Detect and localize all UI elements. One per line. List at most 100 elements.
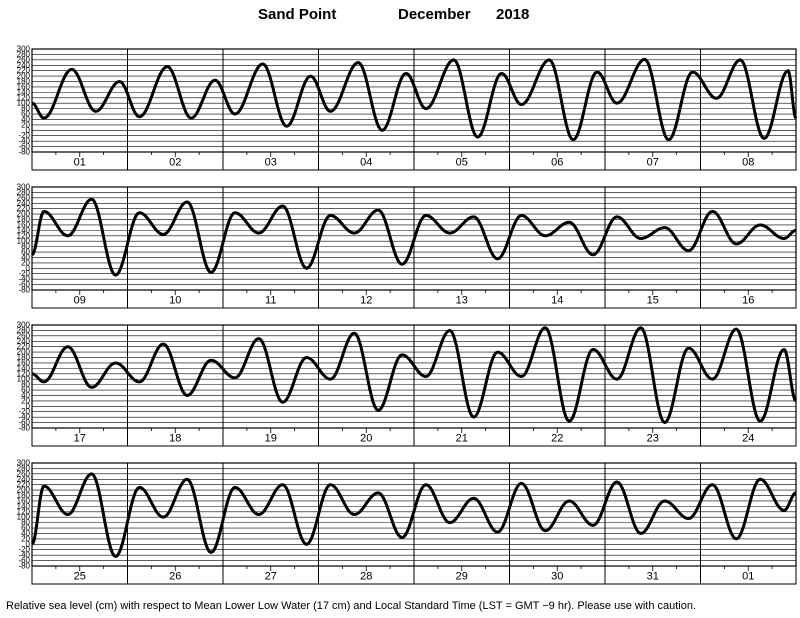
y-tick-label: 120: [17, 231, 31, 240]
y-tick-label: 100: [17, 99, 31, 108]
y-tick-label: 180: [17, 491, 31, 500]
y-tick-label: 220: [17, 342, 31, 351]
day-label: 14: [551, 295, 563, 307]
chart-title: Sand Point December 2018: [0, 6, 800, 26]
y-tick-label: 160: [17, 82, 31, 91]
y-tick-label: 260: [17, 55, 31, 64]
day-label: 03: [265, 157, 277, 169]
day-label: 01: [74, 157, 86, 169]
y-tick-label: 20: [21, 120, 30, 129]
y-tick-label: 140: [17, 226, 31, 235]
tide-curve: [31, 197, 797, 277]
y-tick-label: 60: [21, 386, 30, 395]
y-tick-label: 180: [17, 353, 31, 362]
y-tick-label: 100: [17, 237, 31, 246]
y-tick-label: 120: [17, 369, 31, 378]
y-tick-label: -80: [18, 424, 30, 433]
tide-panel-2: 3002802602402202001801601401201008060402…: [17, 183, 797, 309]
y-tick-label: 160: [17, 358, 31, 367]
y-tick-label: 0: [26, 402, 31, 411]
y-tick-label: 240: [17, 337, 31, 346]
y-tick-label: 120: [17, 93, 31, 102]
y-tick-label: 80: [21, 380, 30, 389]
y-tick-label: -40: [18, 551, 30, 560]
y-tick-label: 0: [26, 264, 31, 273]
y-tick-label: 200: [17, 72, 31, 81]
y-tick-label: -40: [18, 137, 30, 146]
y-tick-label: -60: [18, 142, 30, 151]
y-tick-label: 260: [17, 331, 31, 340]
y-tick-label: -20: [18, 407, 30, 416]
y-tick-label: -60: [18, 556, 30, 565]
y-tick-label: -40: [18, 413, 30, 422]
tide-curve: [31, 472, 797, 559]
tide-curve: [31, 326, 797, 425]
y-tick-label: 200: [17, 348, 31, 357]
day-label: 11: [265, 295, 276, 307]
y-tick-label: -80: [18, 562, 30, 571]
day-label: 31: [647, 571, 659, 583]
day-label: 08: [742, 157, 754, 169]
tide-panel-3: 3002802602402202001801601401201008060402…: [17, 321, 797, 447]
y-tick-label: 220: [17, 66, 31, 75]
tide-panel-1: 3002802602402202001801601401201008060402…: [17, 45, 798, 171]
y-tick-label: 40: [21, 529, 30, 538]
tide-curve: [31, 57, 798, 142]
y-tick-label: 240: [17, 199, 31, 208]
day-label: 21: [456, 433, 468, 445]
y-tick-label: 200: [17, 486, 31, 495]
station-name: Sand Point: [258, 6, 337, 23]
y-tick-label: 60: [21, 110, 30, 119]
y-tick-label: 240: [17, 475, 31, 484]
day-label: 27: [265, 571, 277, 583]
y-tick-label: 80: [21, 104, 30, 113]
y-tick-label: -80: [18, 148, 30, 157]
y-tick-label: 80: [21, 518, 30, 527]
y-tick-label: 60: [21, 524, 30, 533]
y-tick-label: -80: [18, 286, 30, 295]
y-tick-label: 100: [17, 513, 31, 522]
y-tick-label: 160: [17, 496, 31, 505]
day-label: 01: [742, 571, 754, 583]
y-tick-label: 0: [26, 540, 31, 549]
y-tick-label: 40: [21, 391, 30, 400]
footnote: Relative sea level (cm) with respect to …: [6, 600, 697, 612]
y-tick-label: 300: [17, 45, 31, 54]
day-label-band: [31, 427, 797, 447]
title-year: 2018: [496, 6, 530, 23]
day-label: 20: [360, 433, 372, 445]
day-label: 24: [742, 433, 754, 445]
y-tick-label: 280: [17, 188, 31, 197]
title-month: December: [398, 6, 471, 23]
day-label: 17: [74, 433, 86, 445]
y-tick-label: 220: [17, 204, 31, 213]
day-label: 19: [265, 433, 277, 445]
y-tick-label: 20: [21, 258, 30, 267]
y-tick-label: 40: [21, 115, 30, 124]
y-tick-label: 0: [26, 126, 31, 135]
day-label: 12: [360, 295, 372, 307]
y-tick-label: 300: [17, 459, 31, 468]
day-label: 22: [551, 433, 563, 445]
day-label: 28: [360, 571, 372, 583]
day-label: 05: [456, 157, 468, 169]
y-tick-label: 260: [17, 193, 31, 202]
y-tick-label: 140: [17, 502, 31, 511]
day-label: 26: [169, 571, 181, 583]
day-label: 09: [74, 295, 86, 307]
y-tick-label: 280: [17, 326, 31, 335]
y-tick-label: 260: [17, 469, 31, 478]
y-tick-label: -60: [18, 280, 30, 289]
y-tick-label: 100: [17, 375, 31, 384]
y-tick-label: -20: [18, 269, 30, 278]
y-tick-label: -20: [18, 545, 30, 554]
y-tick-label: 120: [17, 507, 31, 516]
y-tick-label: 160: [17, 220, 31, 229]
y-tick-label: -20: [18, 131, 30, 140]
y-tick-label: -40: [18, 275, 30, 284]
y-tick-label: 180: [17, 215, 31, 224]
y-tick-label: 20: [21, 396, 30, 405]
day-label: 02: [169, 157, 181, 169]
day-label: 06: [551, 157, 563, 169]
